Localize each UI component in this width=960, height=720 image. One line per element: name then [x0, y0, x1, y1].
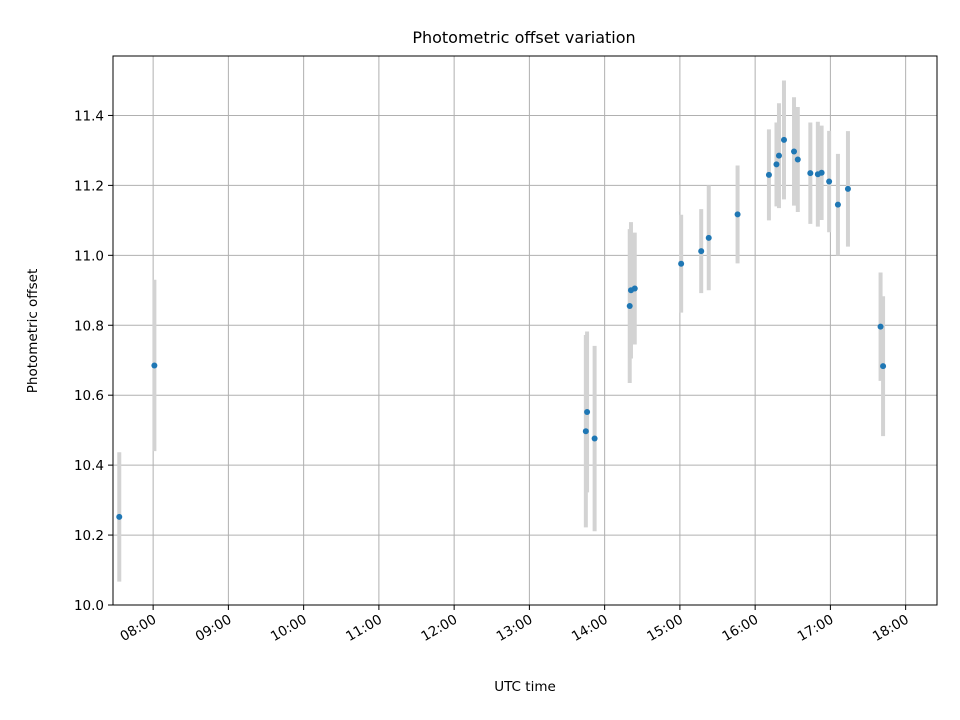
data-point [780, 136, 787, 143]
data-point [775, 152, 782, 159]
data-points [116, 136, 887, 520]
y-tick-label: 11.0 [74, 248, 104, 264]
plot-frame [112, 55, 938, 606]
y-tick-label: 10.6 [74, 388, 104, 404]
data-point [826, 178, 833, 185]
data-point [631, 285, 638, 292]
y-tick-label: 11.4 [74, 108, 104, 124]
y-axis-label: Photometric offset [25, 269, 41, 393]
data-point [765, 171, 772, 178]
data-point [116, 513, 123, 520]
y-tick-label: 11.2 [74, 178, 104, 194]
data-point [794, 156, 801, 163]
data-point [678, 260, 685, 267]
data-point [844, 185, 851, 192]
y-tick-label: 10.8 [74, 318, 104, 334]
data-point [880, 363, 887, 370]
x-axis-label: UTC time [494, 679, 556, 695]
data-point [584, 408, 591, 415]
data-point [877, 323, 884, 330]
data-point [705, 234, 712, 241]
y-tick-label: 10.0 [74, 598, 104, 614]
data-point [773, 161, 780, 168]
data-point [791, 148, 798, 155]
data-point [834, 201, 841, 208]
data-point [734, 211, 741, 218]
data-point [807, 170, 814, 177]
data-point [582, 428, 589, 435]
y-tick-label: 10.4 [74, 458, 104, 474]
data-point [698, 248, 705, 255]
chart-title: Photometric offset variation [412, 28, 635, 47]
data-point [151, 362, 158, 369]
y-tick-label: 10.2 [74, 528, 104, 544]
y-axis-ticks: 10.0 10.2 10.4 10.6 10.8 11.0 11.2 11.4 [74, 108, 113, 614]
data-point [818, 169, 825, 176]
data-point [591, 435, 598, 442]
data-point [626, 303, 633, 310]
